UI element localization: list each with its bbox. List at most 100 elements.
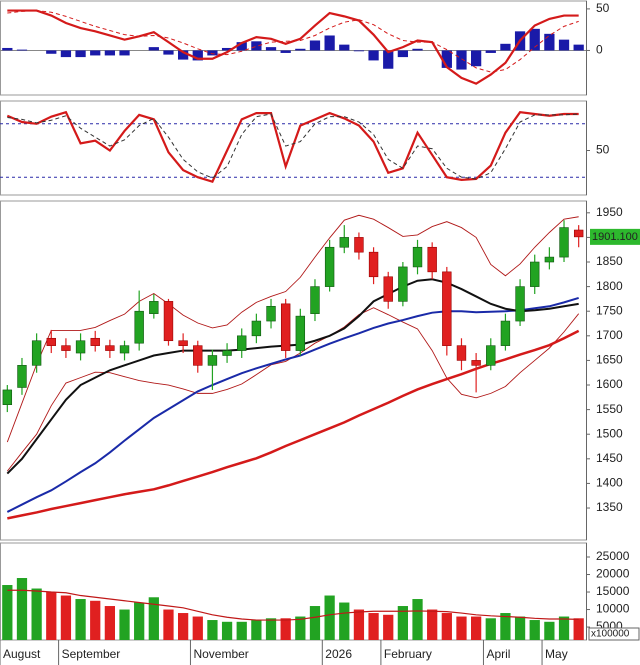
y-tick-label: 1750 <box>596 303 623 317</box>
candle-body <box>456 345 467 361</box>
volume-bar <box>134 602 145 640</box>
candle-body <box>178 340 188 346</box>
candle-body <box>500 320 511 346</box>
histogram-bar <box>529 28 540 51</box>
volume-bar <box>119 609 130 640</box>
volume-bar <box>251 620 262 640</box>
unit-box <box>588 627 640 641</box>
volume-bar <box>16 578 28 640</box>
line-series <box>6 278 579 475</box>
candle-body <box>544 256 555 263</box>
y-tick-label: 1400 <box>596 476 623 490</box>
volume-bar <box>427 609 438 640</box>
y-tick-label: 1500 <box>596 426 623 440</box>
last-price-box <box>590 228 640 245</box>
y-tick-label: 15000 <box>596 584 630 598</box>
histogram-bar <box>236 42 247 51</box>
line-series <box>6 307 580 472</box>
histogram-bar <box>192 50 203 61</box>
volume-bar <box>192 616 203 640</box>
histogram-bar <box>324 35 335 51</box>
y-tick-label: 1800 <box>596 279 623 293</box>
histogram-bar <box>470 50 482 67</box>
x-tick-label: November <box>193 647 248 661</box>
histogram-bar <box>383 50 394 69</box>
y-tick-label: 1550 <box>596 402 623 416</box>
candle-body <box>530 261 540 287</box>
volume-bar <box>353 609 365 640</box>
volume-bar <box>90 600 101 640</box>
candle-body <box>31 340 42 366</box>
histogram-bar <box>573 44 584 51</box>
y-tick-label: 1600 <box>596 377 623 391</box>
histogram-bar <box>148 47 159 51</box>
histogram-bar <box>280 50 291 53</box>
histogram-bar <box>485 50 496 53</box>
histogram-bar <box>295 48 306 51</box>
panel-frame <box>0 542 587 641</box>
volume-bar <box>104 606 116 640</box>
histogram-bar <box>2 47 13 51</box>
candle-body <box>368 251 379 278</box>
volume-bar <box>295 616 306 640</box>
volume-bar <box>31 588 42 640</box>
histogram-bar <box>368 50 379 61</box>
volume-bar <box>265 618 277 640</box>
candle-body <box>427 246 437 273</box>
y-tick-label: 1450 <box>596 451 623 465</box>
volume-bar <box>500 613 511 640</box>
y-tick-label: 1850 <box>596 254 623 268</box>
histogram-bar <box>75 50 86 58</box>
line-series <box>7 9 579 85</box>
histogram-bar <box>456 50 467 70</box>
histogram-bar <box>309 40 321 51</box>
histogram-bar <box>441 50 452 68</box>
candle-body <box>471 360 481 366</box>
y-tick-label: 50 <box>596 1 610 15</box>
candle-body <box>222 350 232 356</box>
line-series <box>7 10 579 73</box>
volume-bar <box>441 613 452 640</box>
volume-bar <box>368 613 379 640</box>
volume-bar <box>163 609 174 640</box>
volume-bar <box>75 599 86 640</box>
candle-body <box>310 286 320 314</box>
x-tick-label: February <box>384 647 432 661</box>
candle-body <box>280 303 291 351</box>
histogram-bar <box>207 50 218 56</box>
unit-label: x100000 <box>591 629 630 640</box>
y-tick-label: 1650 <box>596 353 623 367</box>
histogram-bar <box>60 50 72 58</box>
candle-body <box>573 229 584 238</box>
candle-body <box>2 389 13 405</box>
candle-body <box>61 345 71 351</box>
panel-frame <box>0 0 587 96</box>
candle-body <box>193 345 203 366</box>
candle-body <box>149 301 159 314</box>
candle-body <box>383 276 393 302</box>
histogram-bar <box>16 49 28 51</box>
candle-body <box>207 355 218 366</box>
volume-bar <box>221 621 233 640</box>
candle-body <box>75 340 86 354</box>
histogram-bar <box>119 50 130 56</box>
candle-body <box>559 227 569 258</box>
candle-body <box>163 301 174 342</box>
volume-bar <box>60 595 72 640</box>
candle-body <box>90 337 100 346</box>
histogram-bar <box>46 50 57 54</box>
volume-bar <box>324 595 335 640</box>
panel-frame <box>0 200 587 541</box>
candle-body <box>442 271 452 346</box>
volume-bar <box>558 616 570 640</box>
volume-bar <box>207 620 218 640</box>
volume-bar <box>2 585 13 640</box>
candle-body <box>119 345 130 354</box>
volume-bar <box>529 620 540 640</box>
histogram-bar <box>339 44 350 51</box>
x-tick-label: August <box>3 647 41 661</box>
volume-bar <box>412 599 423 640</box>
line-series <box>7 589 579 621</box>
histogram-bar <box>177 50 189 60</box>
volume-bar <box>46 592 57 640</box>
